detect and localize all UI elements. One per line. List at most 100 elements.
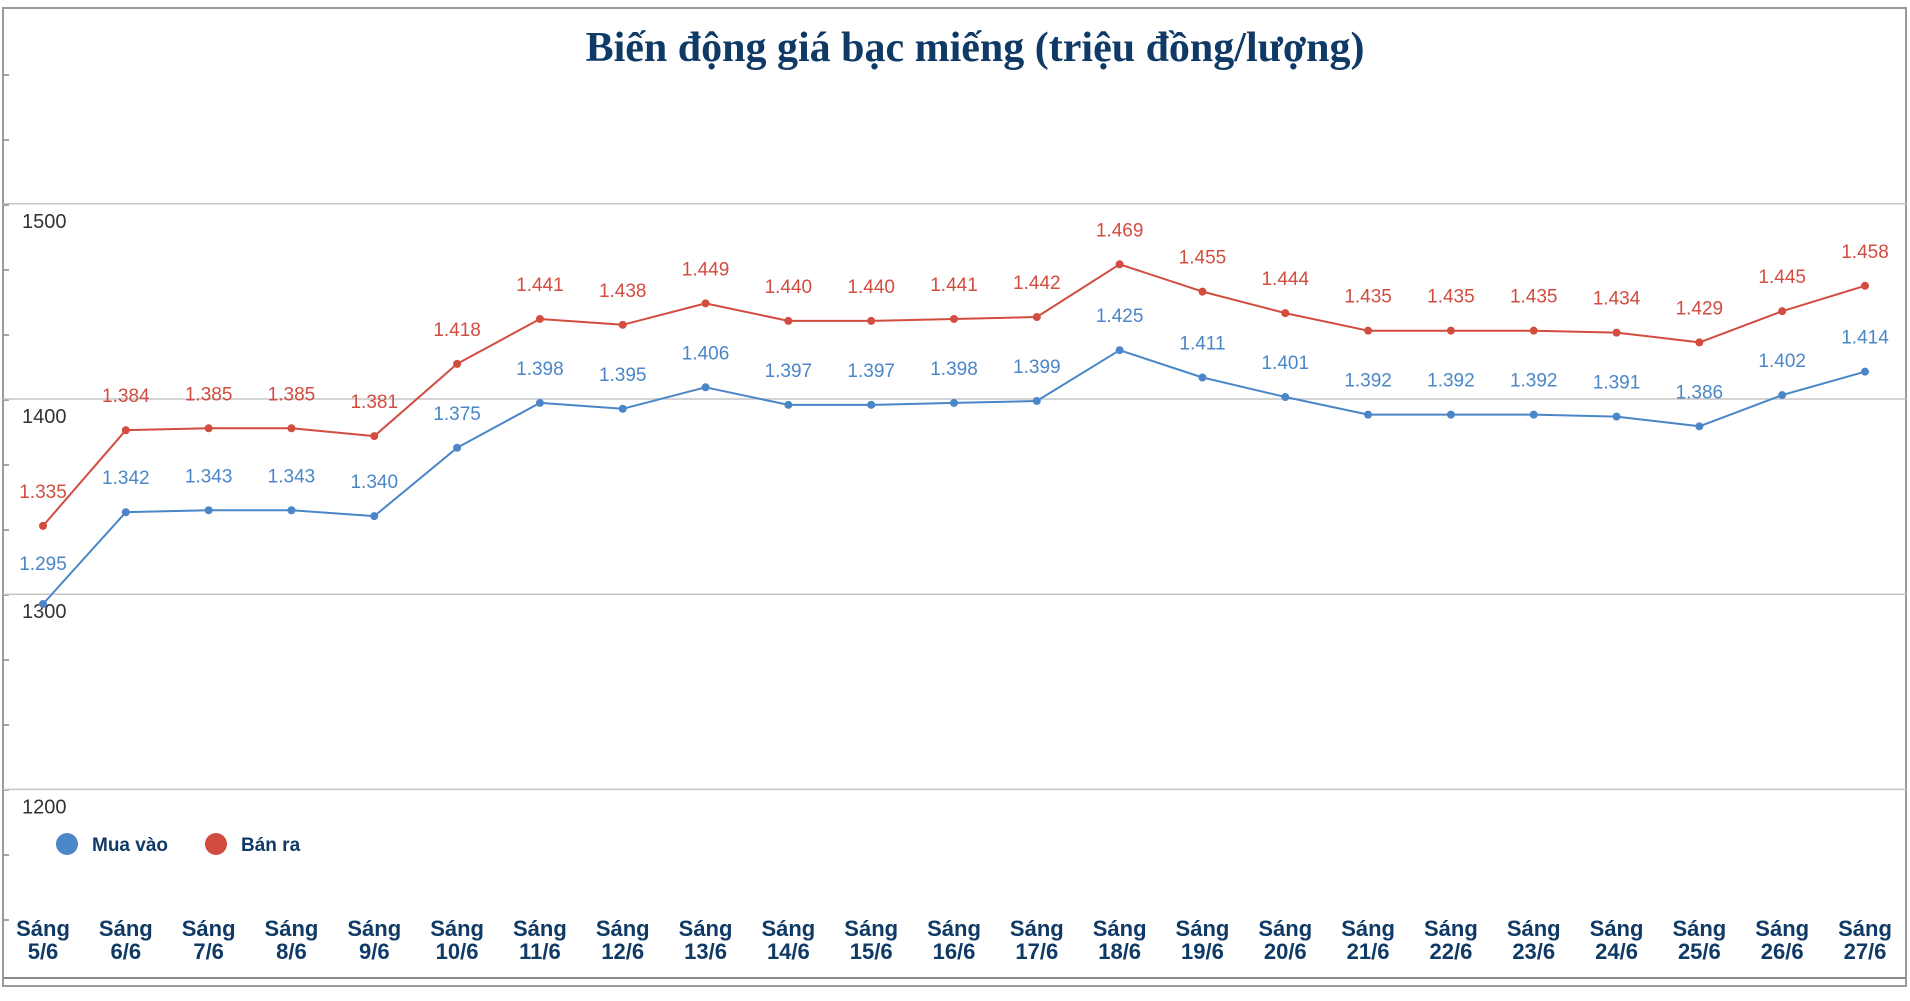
x-axis-ticks: Sáng5/6Sáng6/6Sáng7/6Sáng8/6Sáng9/6Sáng1…	[16, 916, 1892, 964]
y-tick-label: 1300	[22, 601, 67, 623]
x-tick-label: Sáng	[844, 916, 898, 941]
data-point	[784, 316, 793, 325]
data-label: 1.392	[1510, 371, 1558, 392]
data-label: 1.395	[599, 365, 647, 386]
x-tick-label: Sáng	[1341, 916, 1395, 941]
x-tick-label: Sáng	[596, 916, 650, 941]
data-labels: 1.295 1.342 1.343 1.343 1.340 1.375 1.398 1.395…	[19, 220, 1889, 575]
data-point	[121, 426, 130, 435]
data-label: 1.455	[1179, 248, 1227, 269]
data-point	[867, 400, 876, 409]
y-tick-label: 1200	[22, 796, 67, 818]
chart-title: Biến động giá bạc miếng (triệu đồng/lượn…	[586, 25, 1365, 71]
data-point	[1032, 313, 1041, 322]
data-label: 1.414	[1841, 328, 1889, 349]
x-tick-label: 26/6	[1761, 939, 1804, 964]
data-point	[453, 359, 462, 368]
y-axis-ticks: 1200 1300 1400 1500	[22, 211, 67, 819]
x-tick-label: Sáng	[1093, 916, 1147, 941]
data-label: 1.401	[1261, 353, 1309, 374]
data-point	[1778, 307, 1787, 316]
data-point	[1198, 373, 1207, 382]
data-point	[618, 404, 627, 413]
series-layer	[39, 260, 1869, 608]
data-point	[701, 383, 710, 392]
chart-border	[2, 7, 1907, 987]
data-label: 1.375	[433, 404, 481, 425]
legend-marker	[56, 833, 78, 855]
data-label: 1.385	[185, 384, 233, 405]
x-tick-label: Sáng	[1010, 916, 1064, 941]
x-tick-label: 8/6	[276, 939, 307, 964]
data-label: 1.441	[516, 275, 564, 296]
data-label: 1.445	[1758, 267, 1806, 288]
data-point	[1115, 260, 1124, 269]
data-point	[1198, 287, 1207, 296]
x-tick-label: 5/6	[28, 939, 59, 964]
x-tick-label: 27/6	[1844, 939, 1887, 964]
data-point	[287, 506, 296, 515]
x-tick-label: 21/6	[1347, 939, 1390, 964]
data-point	[1281, 309, 1290, 318]
data-point	[701, 299, 710, 308]
data-point	[950, 398, 958, 407]
data-point	[1612, 412, 1621, 421]
data-label: 1.435	[1427, 287, 1475, 308]
data-label: 1.435	[1344, 287, 1392, 308]
x-tick-label: 16/6	[933, 939, 976, 964]
data-label: 1.343	[185, 466, 233, 487]
data-label: 1.440	[847, 277, 895, 298]
x-tick-label: 13/6	[684, 939, 727, 964]
data-point	[287, 424, 296, 433]
data-point	[618, 320, 627, 329]
x-tick-label: 10/6	[436, 939, 479, 964]
data-label: 1.402	[1758, 351, 1806, 372]
x-tick-label: Sáng	[1838, 916, 1892, 941]
data-label: 1.381	[350, 392, 398, 413]
x-tick-label: 6/6	[111, 939, 142, 964]
x-tick-label: 15/6	[850, 939, 893, 964]
data-label: 1.391	[1593, 373, 1641, 394]
legend: Mua vào Bán ra	[56, 833, 301, 856]
x-tick-label: 19/6	[1181, 939, 1224, 964]
data-label: 1.469	[1096, 220, 1144, 241]
data-point	[39, 599, 47, 608]
data-point	[535, 398, 544, 407]
data-label: 1.397	[847, 361, 895, 382]
left-tick-marks	[3, 74, 9, 921]
data-label: 1.429	[1676, 298, 1724, 319]
x-tick-label: 23/6	[1512, 939, 1555, 964]
data-label: 1.340	[350, 472, 398, 493]
data-point	[1778, 391, 1787, 400]
data-label: 1.384	[102, 386, 150, 407]
data-label: 1.386	[1676, 382, 1724, 403]
x-tick-label: 18/6	[1098, 939, 1141, 964]
x-tick-label: 11/6	[519, 939, 561, 964]
data-label: 1.458	[1841, 242, 1889, 263]
x-tick-label: 22/6	[1429, 939, 1472, 964]
data-point	[1529, 326, 1538, 335]
data-label: 1.444	[1261, 269, 1309, 290]
legend-label: Mua vào	[92, 835, 168, 856]
x-tick-label: Sáng	[513, 916, 567, 941]
data-label: 1.397	[765, 361, 813, 382]
x-tick-label: 7/6	[193, 939, 224, 964]
data-point	[1861, 281, 1869, 290]
data-point	[1861, 367, 1869, 376]
legend-label: Bán ra	[241, 835, 301, 856]
data-point	[1032, 396, 1041, 405]
data-point	[1364, 326, 1373, 335]
data-label: 1.335	[19, 482, 67, 503]
x-tick-label: Sáng	[265, 916, 319, 941]
data-label: 1.392	[1344, 371, 1392, 392]
x-tick-label: 17/6	[1015, 939, 1058, 964]
data-point	[370, 512, 379, 521]
data-label: 1.434	[1593, 289, 1641, 310]
data-label: 1.441	[930, 275, 978, 296]
data-label: 1.418	[433, 320, 481, 341]
data-label: 1.406	[682, 343, 730, 364]
data-point	[39, 521, 47, 530]
x-tick-label: Sáng	[347, 916, 401, 941]
data-label: 1.342	[102, 468, 150, 489]
